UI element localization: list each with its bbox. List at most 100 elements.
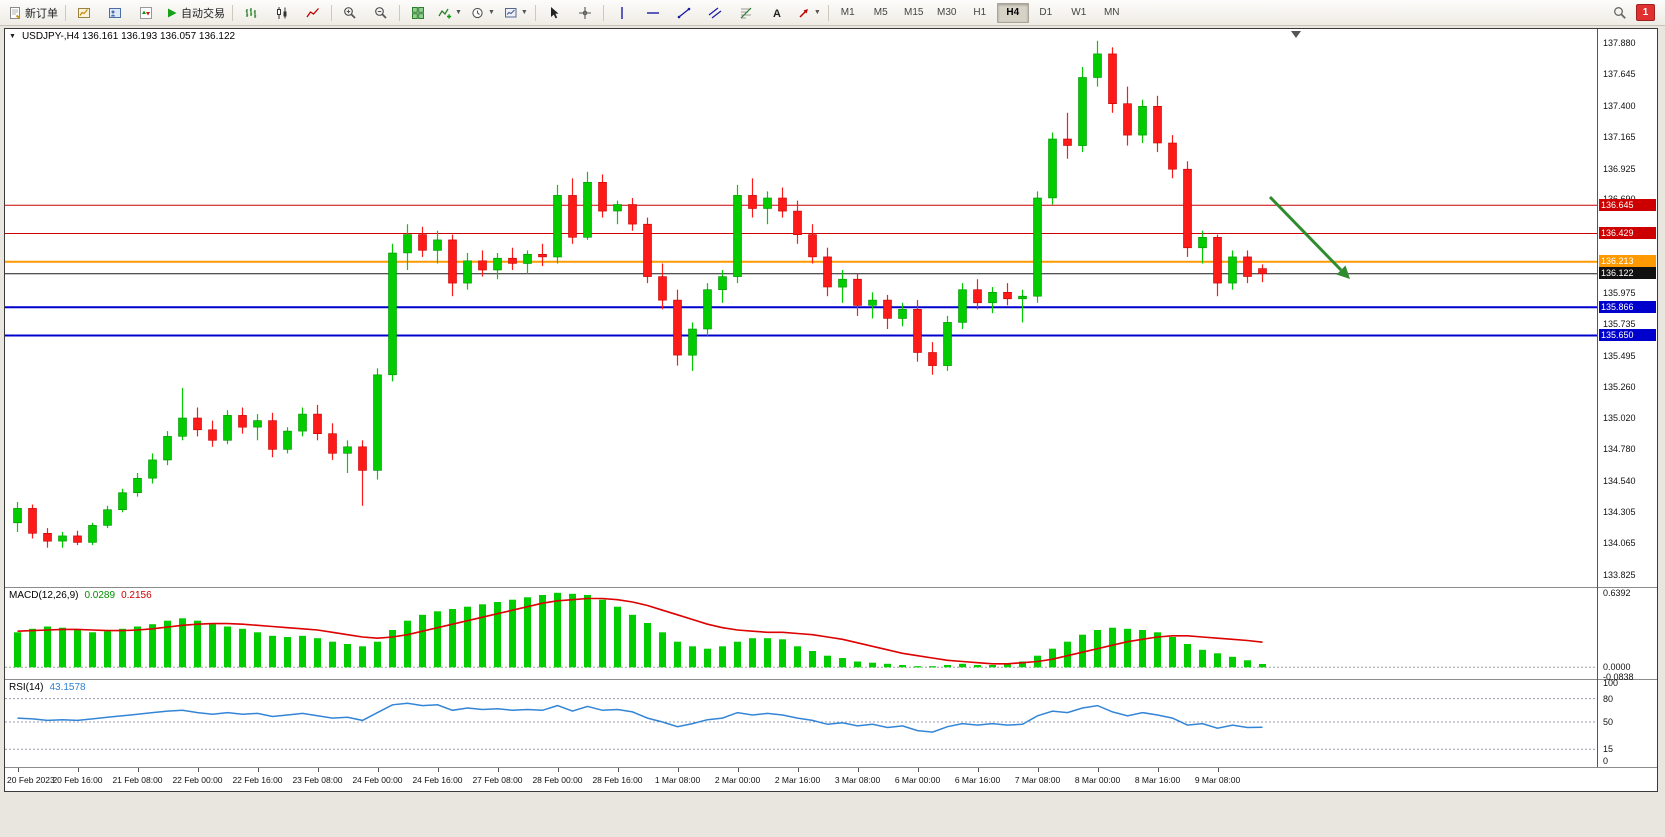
time-axis-tick — [617, 768, 619, 772]
price-axis-label: 134.305 — [1603, 506, 1636, 517]
indicators-button[interactable]: ▼ — [434, 2, 466, 24]
annotation-arrow-head — [1336, 265, 1350, 279]
indicators-icon — [438, 6, 452, 20]
timeframe-button-M15[interactable]: M15 — [904, 7, 924, 18]
price-axis-label: 133.825 — [1603, 569, 1636, 580]
timeframe-button-H1[interactable]: H1 — [973, 7, 987, 18]
market-watch-button[interactable] — [131, 2, 161, 24]
time-axis-tick — [917, 768, 919, 772]
price-tag-resistance: 136.645 — [1599, 198, 1656, 211]
macd-panel[interactable]: MACD(12,26,9) 0.0289 0.2156 — [5, 588, 1597, 679]
time-axis-label: 2 Mar 00:00 — [714, 775, 761, 785]
time-axis-label: 6 Mar 00:00 — [894, 775, 941, 785]
panel-divider[interactable] — [5, 679, 1657, 680]
candlestick-mode-button[interactable] — [267, 2, 297, 24]
rsi-panel[interactable]: RSI(14) 43.1578 — [5, 680, 1597, 767]
toolbar-separator — [232, 4, 233, 21]
arrow-shape-icon — [797, 6, 811, 20]
time-axis-label: 27 Feb 08:00 — [472, 775, 523, 785]
price-axis-label: 135.975 — [1603, 287, 1636, 298]
macd-main-value: 0.0289 — [84, 590, 116, 601]
profiles-button[interactable] — [100, 2, 130, 24]
macd-histogram — [14, 592, 1266, 668]
price-tag-resistance: 136.429 — [1599, 226, 1656, 239]
toolbar-separator — [331, 4, 332, 21]
time-axis-tick — [137, 768, 139, 772]
toolbar: 新订单 自动交易 — [0, 0, 1665, 26]
trendline-tool-button[interactable] — [669, 2, 699, 24]
time-axis-tick — [857, 768, 859, 772]
time-axis-tick — [317, 768, 319, 772]
vertical-line-icon — [615, 6, 629, 20]
time-axis-tick — [17, 768, 19, 772]
macd-scale-label: 0.6392 — [1603, 587, 1631, 598]
new-order-button[interactable]: 新订单 — [4, 2, 62, 24]
time-axis-tick — [677, 768, 679, 772]
search-button[interactable] — [1605, 2, 1635, 24]
timeframe-button-M5[interactable]: M5 — [873, 7, 888, 18]
time-axis-label: 23 Feb 08:00 — [292, 775, 343, 785]
dropdown-caret-icon: ▼ — [813, 9, 821, 16]
timeframe-button-M30[interactable]: M30 — [937, 7, 957, 18]
templates-button[interactable]: ▼ — [500, 2, 532, 24]
timeframe-button-M1[interactable]: M1 — [840, 7, 855, 18]
vertical-line-tool-button[interactable] — [607, 2, 637, 24]
time-axis-label: 7 Mar 08:00 — [1014, 775, 1061, 785]
time-axis-tick — [257, 768, 259, 772]
annotation-arrow[interactable] — [1268, 195, 1343, 272]
autotrading-play-icon — [166, 7, 178, 19]
candles — [13, 40, 1267, 548]
tile-windows-button[interactable] — [403, 2, 433, 24]
timeframe-button-W1[interactable]: W1 — [1071, 7, 1087, 18]
time-axis-label: 9 Mar 08:00 — [1194, 775, 1241, 785]
rsi-scale-label: 50 — [1603, 717, 1614, 727]
horizontal-line-tool-button[interactable] — [638, 2, 668, 24]
crosshair-icon — [578, 6, 592, 20]
zoom-out-button[interactable] — [366, 2, 396, 24]
rsi-svg — [5, 698, 1597, 750]
autotrading-button[interactable]: 自动交易 — [162, 2, 229, 24]
template-icon — [504, 6, 518, 20]
toolbar-separator — [534, 4, 536, 21]
main-chart-svg — [5, 31, 1597, 548]
bar-chart-mode-button[interactable] — [236, 2, 266, 24]
arrows-tool-button[interactable]: ▼ — [793, 2, 825, 24]
timeframe-button-H4[interactable]: H4 — [996, 2, 1029, 23]
notification-badge[interactable]: 1 — [1636, 4, 1655, 21]
new-chart-button[interactable] — [69, 2, 99, 24]
main-chart-panel[interactable]: ▼ USDJPY-,H4 136.161 136.193 136.057 136… — [5, 29, 1597, 587]
crosshair-tool-button[interactable] — [570, 2, 600, 24]
rsi-scale-label: 0 — [1603, 756, 1609, 766]
price-axis-label: 134.540 — [1603, 475, 1636, 486]
price-axis-label: 134.780 — [1603, 444, 1636, 455]
time-axis-label: 2 Mar 16:00 — [774, 775, 821, 785]
svg-text:A: A — [773, 8, 781, 20]
zoom-in-icon — [343, 6, 357, 20]
text-tool-button[interactable]: A — [762, 2, 792, 24]
timeframe-button-D1[interactable]: D1 — [1039, 7, 1053, 18]
rsi-scale-label: 100 — [1603, 678, 1619, 688]
price-axis-label: 135.495 — [1603, 350, 1636, 361]
channel-icon — [708, 6, 722, 20]
chart-frame: ▼ USDJPY-,H4 136.161 136.193 136.057 136… — [4, 28, 1658, 792]
line-chart-mode-button[interactable] — [298, 2, 328, 24]
fibonacci-tool-button[interactable] — [731, 2, 761, 24]
time-axis-tick — [1037, 768, 1039, 772]
time-axis[interactable]: 20 Feb 2023 20 Feb 16:00 21 Feb 08:00 22 Fe… — [5, 768, 1657, 791]
channel-tool-button[interactable] — [700, 2, 730, 24]
time-axis-label: 24 Feb 00:00 — [352, 775, 403, 785]
market-watch-icon — [139, 6, 153, 20]
panel-divider[interactable] — [5, 587, 1657, 588]
periods-button[interactable]: ▼ — [467, 2, 499, 24]
cursor-tool-button[interactable] — [539, 2, 569, 24]
timeframe-button-MN[interactable]: MN — [1103, 7, 1120, 18]
price-axis-label: 134.065 — [1603, 538, 1636, 549]
search-icon — [1613, 6, 1627, 20]
price-axis[interactable]: 137.880 137.645 137.400 137.165 136.925 136.6… — [1597, 29, 1658, 767]
profiles-icon — [108, 6, 122, 20]
shift-marker-icon[interactable] — [1291, 31, 1301, 38]
macd-svg — [5, 592, 1597, 668]
time-axis-tick — [1217, 768, 1219, 772]
time-axis-label: 6 Mar 16:00 — [954, 775, 1001, 785]
zoom-in-button[interactable] — [335, 2, 365, 24]
